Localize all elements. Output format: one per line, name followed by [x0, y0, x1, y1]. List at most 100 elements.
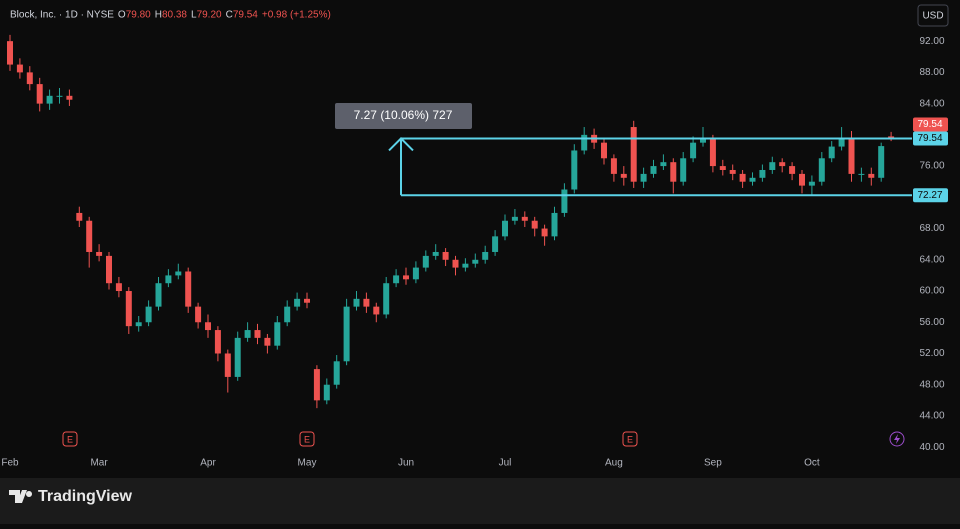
candle-body: [492, 236, 499, 252]
candle-body: [76, 212, 83, 221]
candle-body: [274, 322, 281, 346]
x-tick-label: Apr: [200, 458, 216, 469]
earnings-text[interactable]: E: [304, 434, 310, 444]
measure-label-box: [335, 103, 472, 129]
legend-value: 79.80: [126, 10, 151, 21]
x-tick-label: Oct: [804, 458, 820, 469]
earnings-marker[interactable]: E: [299, 431, 315, 447]
candle-body: [254, 330, 261, 338]
candle-body: [145, 306, 152, 323]
brand-name: TradingView: [38, 488, 133, 505]
candle-body: [135, 322, 142, 327]
candle-body: [878, 146, 885, 178]
y-tick-label: 84.00: [919, 98, 944, 109]
candle-body: [422, 255, 429, 268]
candle-body: [888, 136, 895, 139]
candle-body: [264, 337, 271, 346]
candle-body: [709, 138, 716, 167]
y-tick-label: 56.00: [919, 317, 944, 328]
candle-body: [541, 228, 548, 237]
x-tick-label: Sep: [704, 458, 722, 469]
candle-body: [670, 162, 677, 182]
legend-key: O: [118, 10, 126, 21]
currency-button[interactable]: [917, 4, 949, 27]
x-tick-label: Mar: [90, 458, 108, 469]
candle-body: [343, 306, 350, 362]
price-tag: [913, 188, 948, 203]
candle-body: [66, 95, 73, 100]
candle-body: [185, 271, 192, 307]
earnings-marker[interactable]: E: [62, 431, 78, 447]
candle-body: [115, 283, 122, 292]
x-tick-label: May: [298, 458, 317, 469]
candle-body: [165, 275, 172, 284]
candle-body: [412, 267, 419, 280]
y-tick-label: 64.00: [919, 254, 944, 265]
candle-body: [551, 212, 558, 237]
candle-body: [373, 306, 380, 315]
earnings-marker[interactable]: E: [622, 431, 638, 447]
x-tick-label: Jul: [499, 458, 512, 469]
candle-body: [719, 166, 726, 170]
footer-band: [0, 478, 960, 524]
legend-value: 79.20: [197, 10, 222, 21]
event-bolt[interactable]: [894, 434, 900, 444]
candle-body: [729, 169, 736, 174]
candle-body: [86, 220, 93, 252]
legend-key: H: [155, 10, 162, 21]
candle-body: [462, 263, 469, 268]
legend: Block, Inc. · 1D · NYSE O 79.80 H 80.38 L 79.…: [10, 10, 331, 21]
candle-body: [610, 158, 617, 174]
candle-body: [234, 337, 241, 377]
candle-body: [749, 177, 756, 182]
candle-body: [571, 150, 578, 190]
candle-body: [868, 173, 875, 178]
y-tick-label: 68.00: [919, 223, 944, 234]
y-tick-label: 60.00: [919, 286, 944, 297]
candle-body: [650, 166, 657, 174]
measure-label: 7.27 (10.06%) 727: [354, 108, 453, 122]
event-circle[interactable]: [889, 431, 905, 447]
candle-body: [799, 173, 805, 186]
candle-body: [353, 298, 360, 307]
candle-body: [779, 162, 786, 167]
price-tag: [913, 117, 948, 132]
candle-body: [452, 259, 459, 268]
candle-body: [531, 220, 538, 229]
legend-title: Block, Inc. · 1D · NYSE: [10, 10, 114, 21]
candle-body: [36, 84, 43, 104]
earnings-badge[interactable]: [62, 431, 78, 447]
candle-body: [680, 158, 687, 182]
candle-body: [224, 353, 231, 377]
earnings-text[interactable]: E: [67, 434, 73, 444]
earnings-badge[interactable]: [299, 431, 315, 447]
price-tag-label: 72.27: [917, 190, 942, 201]
earnings-text[interactable]: E: [627, 434, 633, 444]
y-tick-label: 40.00: [919, 442, 944, 453]
candle-body: [502, 220, 508, 237]
price-tag-label: 79.54: [917, 133, 942, 144]
y-tick-label: 48.00: [919, 379, 944, 390]
candle-body: [808, 181, 815, 186]
candle-body: [472, 259, 479, 264]
currency-label[interactable]: USD: [922, 11, 943, 22]
candle-body: [442, 251, 449, 260]
brand-logo: [9, 490, 33, 503]
x-tick-label: Feb: [1, 458, 19, 469]
candle-body: [828, 146, 835, 159]
candle-body: [214, 330, 221, 354]
candle-body: [482, 251, 489, 260]
event-icon[interactable]: [889, 431, 905, 447]
candle-body: [155, 283, 162, 307]
x-tick-label: Aug: [605, 458, 623, 469]
y-tick-label: 92.00: [919, 36, 944, 47]
candle-body: [323, 384, 330, 401]
candle-body: [403, 275, 409, 280]
candle-body: [383, 283, 390, 315]
earnings-badge[interactable]: [622, 431, 638, 447]
candle-body: [244, 330, 251, 338]
candle-body: [432, 251, 439, 256]
candle-body: [700, 138, 706, 143]
